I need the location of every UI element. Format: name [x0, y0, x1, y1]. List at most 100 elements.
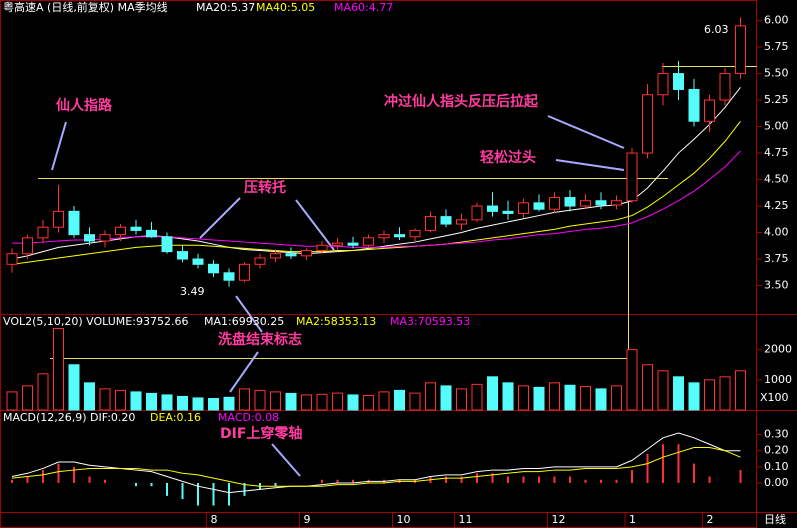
volume-bar [254, 389, 266, 411]
candle-body [378, 234, 390, 239]
volume-bar [502, 382, 514, 411]
candle-body [626, 152, 638, 202]
candle-body [6, 253, 18, 265]
candle-body [440, 216, 452, 225]
x-tick-label: 8 [211, 513, 218, 526]
candle-body [549, 197, 560, 210]
candle-body [130, 226, 142, 231]
volume-bar [332, 392, 343, 411]
volume-bar [115, 389, 126, 411]
y-tick-label: 5.75 [764, 40, 789, 53]
volume-bar [719, 376, 731, 411]
vol-ma-label: MA1:69930.25 [204, 315, 284, 328]
y-tick-label: 6.00 [764, 14, 789, 27]
candle-body [580, 200, 591, 207]
volume-bar [657, 370, 669, 411]
vol-label: VOL2(5,10,20) VOLUME:93752.66 [3, 315, 188, 328]
period-label: 日线 [764, 512, 786, 526]
volume-bar [518, 385, 529, 411]
volume-bar [471, 383, 483, 411]
ma-line [11, 120, 741, 265]
candle-body [673, 73, 684, 90]
volume-bar [611, 385, 622, 411]
vol-ma-label: MA2:58353.13 [296, 315, 376, 328]
annotation: 冲过仙人指头反压后拉起 [384, 93, 539, 110]
candle-body [332, 242, 343, 246]
candle-body [37, 226, 49, 239]
ma-line [12, 150, 741, 248]
y-tick-label: 5.50 [764, 67, 789, 80]
y-tick-label: 0.30 [764, 428, 789, 441]
y-tick-label: 0.20 [764, 444, 789, 457]
candle-body [285, 253, 297, 257]
y-tick-label: 1000 [764, 373, 792, 386]
volume-bar [347, 394, 359, 411]
candle-body [595, 200, 607, 206]
ma-label: MA20:5.37 [196, 1, 255, 14]
y-tick-label: 3.75 [764, 252, 789, 265]
candle-body [239, 263, 250, 281]
candle-body [518, 202, 529, 214]
volume-bar [549, 382, 560, 411]
macd-line [11, 432, 741, 494]
y-tick-label: 2000 [764, 343, 792, 356]
annotation: 3.49 [180, 285, 205, 298]
candle-body [208, 263, 219, 274]
volume-bar [688, 382, 700, 411]
y-tick-label: 4.00 [764, 226, 789, 239]
volume-bar [146, 392, 157, 411]
x-tick-label: 9 [304, 513, 311, 526]
y-tick-label: 0.00 [764, 476, 789, 489]
macd-label: DEA:0.16 [150, 411, 201, 424]
volume-bar [580, 385, 591, 411]
arrows [51, 115, 625, 477]
volume-bar [270, 391, 281, 411]
candle-body [270, 253, 281, 259]
candle-body [22, 237, 33, 255]
y-tick-label: 5.00 [764, 120, 789, 133]
y-tick-label: 3.50 [764, 279, 789, 292]
candle-body [99, 234, 111, 242]
volume-bar [239, 388, 250, 411]
macd-label: MACD:0.08 [218, 411, 279, 424]
candle-body [487, 205, 498, 212]
candle-body [502, 210, 514, 214]
volume-bar [208, 398, 219, 411]
volume-bar [735, 370, 746, 411]
volume-bar [456, 388, 467, 411]
volume-bar [285, 392, 297, 411]
candle-body [564, 197, 576, 207]
volume-bar [595, 388, 607, 411]
annotation: 轻松过头 [480, 149, 536, 166]
macd-label: MACD(12,26,9) DIF:0.20 [3, 411, 135, 424]
vol-ma-label: MA3:70593.53 [390, 315, 470, 328]
title: 粤高速A (日线,前复权) MA季均线 [3, 0, 168, 14]
y-tick-label: 4.25 [764, 199, 789, 212]
volume-bar [378, 391, 390, 411]
ma-label: MA40:5.05 [256, 1, 315, 14]
y-tick-label: 0.10 [764, 460, 789, 473]
candle-body [301, 250, 312, 257]
volume-bar [84, 382, 95, 411]
candle-body [735, 25, 746, 75]
volume-bar [394, 389, 405, 411]
volume-bar [130, 391, 142, 411]
candle-body [316, 244, 328, 252]
volume-bar [223, 396, 235, 411]
y-tick-label: 4.75 [764, 146, 789, 159]
candle-body [84, 234, 95, 242]
annotation: 洗盘结束标志 [218, 331, 302, 348]
volume-bar [487, 376, 498, 411]
candle-body [192, 258, 204, 265]
candle-body [254, 257, 266, 265]
volume-bar [533, 386, 545, 411]
volume-bar [704, 379, 715, 411]
volume-bar [673, 376, 684, 411]
volume-bar [161, 394, 173, 411]
candle-body [68, 210, 80, 236]
volume-bar [425, 382, 436, 411]
candle-body [456, 219, 467, 225]
x-tick-label: 10 [397, 513, 411, 526]
candle-body [363, 237, 374, 246]
